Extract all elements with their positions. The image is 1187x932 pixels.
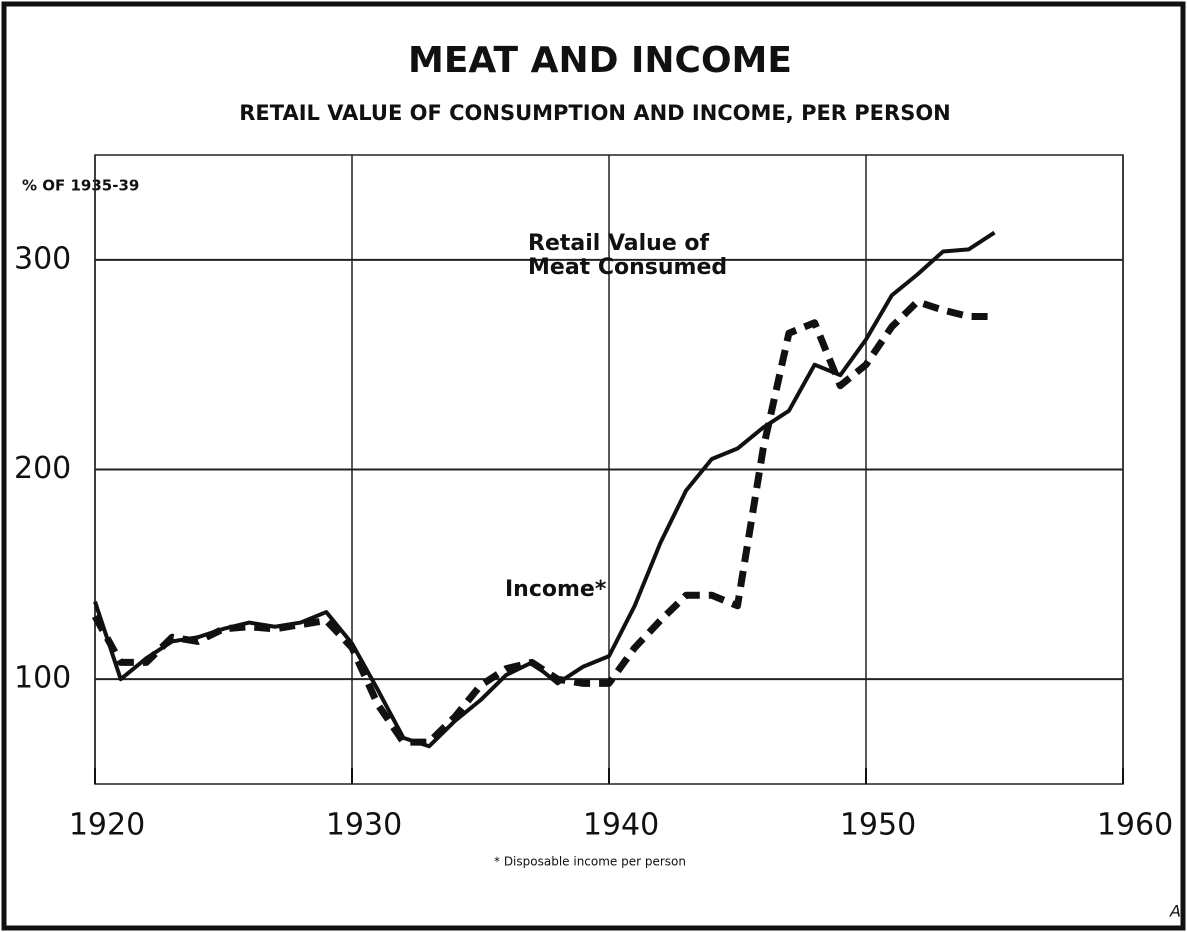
x-tick-label: 1960	[1097, 808, 1173, 843]
series-annotation: Income*	[505, 577, 606, 602]
x-tick-label: 1940	[583, 808, 659, 843]
y-tick-label: 200	[14, 451, 71, 486]
page: MEAT AND INCOME RETAIL VALUE OF CONSUMPT…	[0, 0, 1187, 932]
series-line	[95, 233, 995, 747]
series-line	[95, 302, 995, 742]
x-tick-label: 1920	[69, 808, 145, 843]
y-tick-label: 100	[14, 661, 71, 696]
corner-label: A	[1169, 902, 1181, 921]
chart-subtitle: RETAIL VALUE OF CONSUMPTION AND INCOME, …	[239, 101, 951, 125]
chart: MEAT AND INCOME RETAIL VALUE OF CONSUMPT…	[0, 0, 1187, 932]
x-tick-label: 1950	[840, 808, 916, 843]
frame	[4, 4, 1183, 928]
series-annotation: Retail Value of Meat Consumed	[528, 232, 728, 280]
footnote: * Disposable income per person	[494, 855, 686, 869]
x-tick-label: 1930	[326, 808, 402, 843]
chart-title: MEAT AND INCOME	[408, 40, 792, 81]
y-axis-label: % OF 1935-39	[22, 177, 139, 195]
y-tick-label: 300	[14, 241, 71, 276]
